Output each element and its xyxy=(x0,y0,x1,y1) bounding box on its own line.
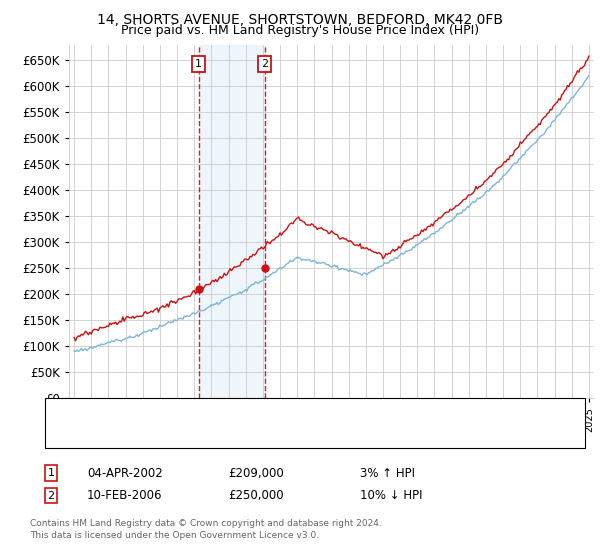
Text: 3% ↑ HPI: 3% ↑ HPI xyxy=(360,466,415,480)
Text: 1: 1 xyxy=(195,59,202,69)
Bar xyxy=(199,45,265,398)
Text: HPI: Average price, detached house, Bedford: HPI: Average price, detached house, Bedf… xyxy=(51,432,285,442)
Text: 1: 1 xyxy=(47,468,55,478)
Text: 2: 2 xyxy=(47,491,55,501)
Text: 10% ↓ HPI: 10% ↓ HPI xyxy=(360,489,422,502)
Text: 04-APR-2002: 04-APR-2002 xyxy=(87,466,163,480)
Text: 14, SHORTS AVENUE, SHORTSTOWN, BEDFORD, MK42 0FB: 14, SHORTS AVENUE, SHORTSTOWN, BEDFORD, … xyxy=(97,13,503,27)
Text: 14, SHORTS AVENUE, SHORTSTOWN, BEDFORD, MK42 0FB (detached house): 14, SHORTS AVENUE, SHORTSTOWN, BEDFORD, … xyxy=(51,409,449,419)
Text: 2: 2 xyxy=(261,59,268,69)
Text: £209,000: £209,000 xyxy=(228,466,284,480)
Text: 10-FEB-2006: 10-FEB-2006 xyxy=(87,489,163,502)
Text: Price paid vs. HM Land Registry's House Price Index (HPI): Price paid vs. HM Land Registry's House … xyxy=(121,24,479,38)
Text: This data is licensed under the Open Government Licence v3.0.: This data is licensed under the Open Gov… xyxy=(30,531,319,540)
Text: £250,000: £250,000 xyxy=(228,489,284,502)
Text: Contains HM Land Registry data © Crown copyright and database right 2024.: Contains HM Land Registry data © Crown c… xyxy=(30,519,382,528)
